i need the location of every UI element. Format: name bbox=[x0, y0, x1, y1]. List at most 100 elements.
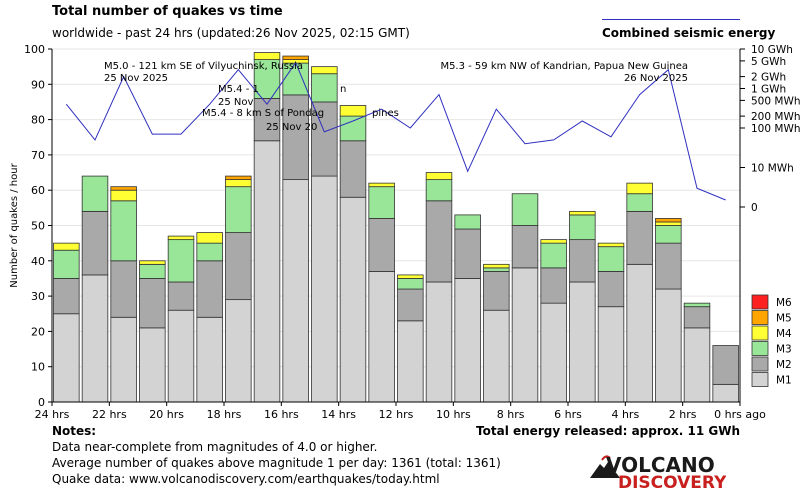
bar-segment-m3 bbox=[339, 115, 367, 142]
chart-subtitle: worldwide - past 24 hrs (updated:26 Nov … bbox=[52, 26, 410, 40]
note-line-2: Average number of quakes above magnitude… bbox=[52, 456, 501, 470]
logo-word-discovery: DISCOVERY bbox=[618, 473, 726, 492]
bar-segment-m1 bbox=[626, 263, 653, 403]
bar-segment-m2 bbox=[53, 278, 80, 315]
bar-segment-m2 bbox=[253, 98, 281, 142]
bar-segment-m2 bbox=[712, 345, 739, 385]
y-tick-label: 80 bbox=[31, 114, 45, 127]
volcanodiscovery-logo[interactable]: VOLCANO DISCOVERY bbox=[586, 448, 726, 492]
bar-segment-m2 bbox=[139, 278, 166, 329]
annotation-date: 25 Nov 2025 bbox=[104, 73, 168, 84]
y-tick-label: 70 bbox=[31, 149, 45, 162]
bar-segment-m1 bbox=[597, 306, 625, 403]
legend-box-m2 bbox=[751, 356, 769, 372]
bar-segment-m4 bbox=[425, 172, 453, 181]
legend-label-m2: M2 bbox=[776, 359, 792, 371]
bar-segment-m1 bbox=[712, 383, 739, 403]
y-tick-label: 100 bbox=[24, 43, 45, 56]
x-tick-label: 4 hrs bbox=[611, 408, 639, 421]
bar-segment-m1 bbox=[81, 274, 109, 403]
bar-segment-m4 bbox=[311, 66, 338, 75]
bar-segment-m3 bbox=[397, 278, 424, 290]
y-tick-label: 40 bbox=[31, 255, 45, 268]
energy-tick-label: 2 GWh bbox=[751, 72, 786, 84]
bar-segment-m2 bbox=[483, 270, 510, 311]
bar-segment-m1 bbox=[282, 179, 309, 403]
bar-segment-m1 bbox=[425, 281, 453, 403]
y-tick-label: 0 bbox=[38, 396, 45, 409]
energy-tick-label: 100 MWh bbox=[751, 123, 800, 135]
bar-segment-m1 bbox=[339, 196, 367, 403]
x-tick-label: 20 hrs bbox=[149, 408, 184, 421]
bar-segment-m1 bbox=[540, 302, 567, 403]
bar-segment-m4 bbox=[397, 274, 424, 279]
x-tick-label: 6 hrs bbox=[554, 408, 582, 421]
bar-segment-m1 bbox=[53, 313, 80, 403]
bar-segment-m5 bbox=[655, 218, 682, 223]
bar-segment-m3 bbox=[311, 73, 338, 103]
bar-segment-m1 bbox=[683, 327, 711, 403]
energy-legend-label: Combined seismic energy bbox=[602, 26, 776, 40]
bar-segment-m4 bbox=[655, 221, 682, 226]
annotation-text: pines bbox=[372, 108, 399, 119]
legend-label-m3: M3 bbox=[776, 344, 792, 356]
bar-segment-m3 bbox=[81, 175, 109, 212]
bar-segment-m2 bbox=[511, 225, 539, 269]
bar-segment-m3 bbox=[597, 246, 625, 272]
bar-segment-m2 bbox=[454, 228, 481, 279]
energy-tick-label: 10 MWh bbox=[751, 163, 794, 175]
legend-label-m6: M6 bbox=[776, 297, 792, 309]
bar-segment-m2 bbox=[683, 306, 711, 329]
x-tick-label: 24 hrs bbox=[35, 408, 70, 421]
note-line-3: Quake data: www.volcanodiscovery.com/ear… bbox=[52, 472, 440, 486]
bar-segment-m2 bbox=[425, 200, 453, 283]
energy-tick-label: 500 MWh bbox=[751, 95, 800, 107]
bar-segment-m1 bbox=[196, 316, 223, 403]
note-line-1: Data near-complete from magnitudes of 4.… bbox=[52, 440, 378, 454]
bar-segment-m2 bbox=[81, 210, 109, 276]
bar-segment-m4 bbox=[110, 189, 137, 202]
bar-segment-m1 bbox=[139, 327, 166, 403]
bar-segment-m3 bbox=[454, 214, 481, 230]
annotation-text: M5.4 - 8 km S of Pondag bbox=[202, 108, 324, 119]
bar-segment-m4 bbox=[253, 52, 281, 60]
x-tick-label: 18 hrs bbox=[207, 408, 242, 421]
bar-segment-m5 bbox=[110, 186, 137, 191]
energy-tick-label: 200 MWh bbox=[751, 111, 800, 123]
x-tick-label: 14 hrs bbox=[321, 408, 356, 421]
bar-segment-m4 bbox=[53, 242, 80, 251]
bar-segment-m3 bbox=[425, 179, 453, 202]
x-tick-label: 22 hrs bbox=[92, 408, 127, 421]
total-energy-text: Total energy released: approx. 11 GWh bbox=[476, 424, 740, 438]
bar-segment-m3 bbox=[110, 200, 137, 262]
y-tick-label: 20 bbox=[31, 325, 45, 338]
annotation-date: 26 Nov 2025 bbox=[624, 73, 688, 84]
x-tick-label: 12 hrs bbox=[379, 408, 414, 421]
energy-tick-label: 10 GWh bbox=[751, 44, 793, 56]
legend-box-m6 bbox=[751, 294, 769, 310]
bar-segment-m2 bbox=[339, 140, 367, 198]
annotation-date: 25 Nov 20 bbox=[266, 122, 317, 133]
x-tick-label: 10 hrs bbox=[436, 408, 471, 421]
bar-segment-m2 bbox=[196, 260, 223, 318]
bar-segment-m3 bbox=[540, 242, 567, 269]
bar-segment-m1 bbox=[397, 320, 424, 403]
bar-segment-m1 bbox=[110, 316, 137, 403]
bar-segment-m1 bbox=[569, 281, 596, 403]
energy-line bbox=[65, 61, 726, 201]
bar-segment-m3 bbox=[511, 193, 539, 226]
bar-segment-m3 bbox=[626, 193, 653, 212]
x-tick-label: 8 hrs bbox=[497, 408, 525, 421]
bar-segment-m2 bbox=[167, 281, 195, 311]
energy-tick-label: 5 GWh bbox=[751, 56, 786, 68]
y-axis-label: Number of quakes / hour bbox=[9, 162, 20, 287]
y-tick-label: 10 bbox=[31, 361, 45, 374]
y-tick-label: 30 bbox=[31, 290, 45, 303]
energy-legend-line bbox=[602, 19, 740, 20]
energy-tick-label: 1 GWh bbox=[751, 84, 786, 96]
energy-tick-label: 0 bbox=[751, 202, 758, 214]
bar-segment-m3 bbox=[655, 225, 682, 244]
bar-segment-m4 bbox=[626, 182, 653, 195]
bar-segment-m5 bbox=[282, 55, 309, 60]
legend-box-m5 bbox=[751, 310, 769, 325]
